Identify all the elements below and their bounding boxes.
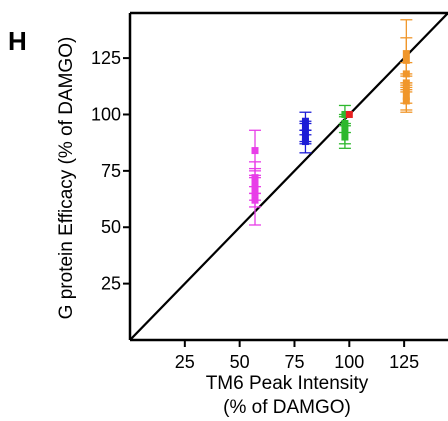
- x-tick-label-3: 100: [334, 352, 364, 372]
- x-axis-title-line1: TM6 Peak Intensity: [206, 373, 369, 394]
- panel-label: H: [8, 26, 27, 56]
- data-point-0-5: [251, 196, 259, 204]
- x-tick-label-4: 125: [389, 352, 419, 372]
- y-tick-label-0: 25: [101, 274, 121, 294]
- x-axis-title-line2: (% of DAMGO): [223, 397, 351, 418]
- identity-line: [130, 13, 448, 340]
- y-tick-label-3: 100: [91, 104, 121, 124]
- x-tick-label-1: 50: [230, 352, 250, 372]
- y-tick-label-1: 50: [101, 217, 121, 237]
- y-tick-label-2: 75: [101, 161, 121, 181]
- data-point-3-0: [345, 110, 353, 118]
- data-point-4-1: [402, 56, 410, 64]
- data-point-0-0: [251, 147, 259, 155]
- x-tick-label-2: 75: [284, 352, 304, 372]
- x-tick-label-0: 25: [175, 352, 195, 372]
- chart-marks: [130, 13, 448, 340]
- y-axis-title: G protein Efficacy (% of DAMGO): [56, 37, 77, 320]
- data-point-2-3: [341, 133, 349, 141]
- chart-axes: 25 50 75 100 125 25 50 75 100 125: [91, 11, 448, 372]
- data-point-1-4: [301, 138, 309, 146]
- y-tick-label-4: 125: [91, 48, 121, 68]
- data-point-4-6: [402, 97, 410, 105]
